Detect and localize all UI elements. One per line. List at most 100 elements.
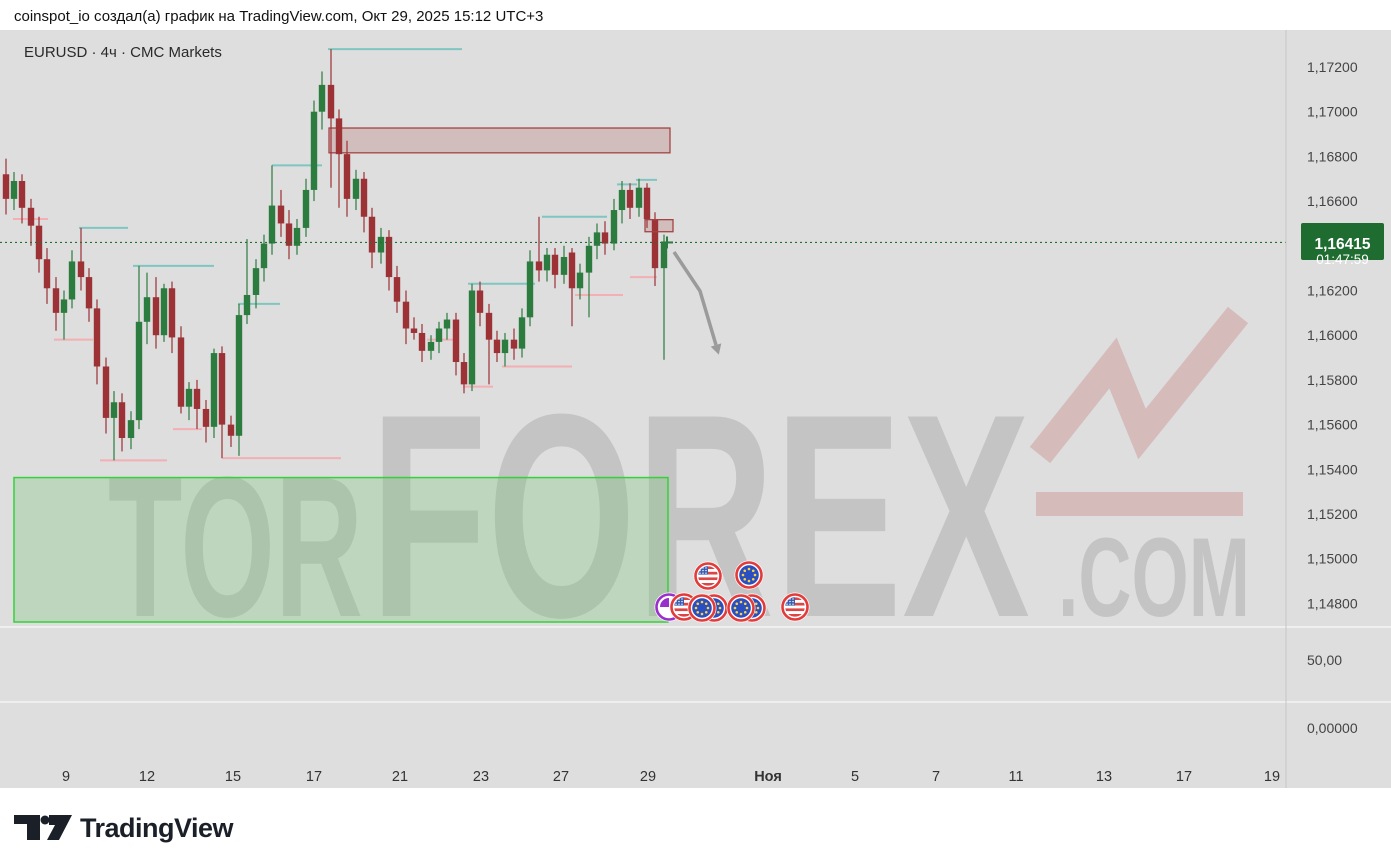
eu-flag-icon[interactable]	[726, 593, 756, 623]
candle	[218, 353, 226, 425]
eu-star	[743, 610, 747, 614]
candle	[302, 189, 310, 228]
price-tick-label: 1,15200	[1307, 506, 1358, 522]
watermark-underline	[1036, 492, 1243, 516]
candle	[601, 232, 609, 244]
candle	[368, 216, 376, 253]
candle	[635, 187, 643, 208]
bar-countdown-label: 01:47:59	[1316, 252, 1369, 267]
candle	[460, 362, 468, 385]
footer: TradingView	[0, 788, 1391, 868]
price-tick-label: 1,15400	[1307, 461, 1358, 477]
candle	[327, 84, 335, 119]
current-price-label: 1,16415	[1314, 236, 1370, 253]
price-tick-label: 1,15800	[1307, 372, 1358, 388]
candle	[643, 187, 651, 219]
eu-star	[751, 569, 755, 573]
candle	[143, 297, 151, 322]
candle	[418, 332, 426, 351]
eu-star	[741, 573, 745, 577]
supply-zone[interactable]	[328, 127, 671, 154]
candle	[576, 272, 584, 289]
tradingview-logo-icon[interactable]	[14, 813, 76, 843]
price-tick-label: 1,16800	[1307, 148, 1358, 164]
time-tick-label: 19	[1264, 769, 1280, 785]
eu-star	[735, 602, 739, 606]
eu-star	[747, 567, 751, 571]
candle	[427, 341, 435, 351]
time-tick-label: 9	[62, 769, 70, 785]
candle	[585, 245, 593, 273]
demand-zone[interactable]	[13, 476, 669, 623]
candle	[560, 256, 568, 275]
time-tick-label: Ноя	[754, 769, 782, 785]
candle	[610, 210, 618, 244]
candle	[443, 319, 451, 329]
watermark-text: FOREX	[370, 354, 1031, 678]
candle	[543, 254, 551, 271]
candle	[518, 317, 526, 349]
candle	[52, 288, 60, 313]
candle	[202, 408, 210, 427]
us-flag-icon[interactable]	[780, 592, 810, 622]
time-tick-label: 11	[1008, 769, 1023, 785]
candle	[618, 189, 626, 211]
eu-star	[694, 606, 698, 610]
current-price-badge	[1301, 222, 1384, 260]
candle	[377, 236, 385, 253]
eu-star	[754, 602, 758, 606]
projection-arrow[interactable]	[672, 251, 718, 346]
candle	[193, 388, 201, 409]
tradingview-logo-text[interactable]: TradingView	[80, 813, 234, 843]
time-tick-label: 23	[473, 769, 489, 785]
eu-star	[756, 606, 760, 610]
supply-zone-minor[interactable]	[644, 219, 674, 233]
candle	[252, 268, 260, 295]
candle	[310, 111, 318, 190]
candle	[535, 261, 543, 271]
eu-star	[747, 579, 751, 583]
time-tick-label: 12	[139, 769, 155, 785]
candle	[660, 242, 668, 269]
eu-flag-icon[interactable]	[734, 560, 764, 590]
candle	[77, 261, 85, 278]
candle	[85, 277, 93, 309]
candle	[110, 402, 118, 418]
candle	[501, 339, 509, 354]
symbol-title: EURUSD · 4ч · CMC Markets	[24, 44, 222, 61]
us-flag-icon-part	[674, 597, 694, 617]
indicator-axis-label: 0,00000	[1307, 720, 1358, 736]
eu-star	[716, 602, 720, 606]
candle	[285, 223, 293, 246]
eu-star	[735, 610, 739, 614]
price-tick-label: 1,16600	[1307, 193, 1358, 209]
candle	[160, 288, 168, 336]
candle	[468, 290, 476, 385]
time-tick-label: 5	[851, 769, 859, 785]
eu-star	[754, 610, 758, 614]
candle	[127, 420, 135, 439]
candle	[177, 337, 185, 407]
candlestick-chart[interactable]: TORFOREX.COM50,000,000001,172001,170001,…	[0, 30, 1391, 788]
eu-star	[704, 602, 708, 606]
candle	[210, 353, 218, 427]
eu-star	[733, 606, 737, 610]
eu-star	[739, 600, 743, 604]
candle	[293, 227, 301, 246]
us-flag-icon-part	[698, 566, 718, 586]
candle	[493, 339, 501, 354]
price-tick-label: 1,14800	[1307, 595, 1358, 611]
eu-star	[743, 569, 747, 573]
eu-star	[700, 612, 704, 616]
chart-area[interactable]: EURUSD · 4ч · CMC Markets TORFOREX.COM50…	[0, 30, 1391, 788]
candle	[260, 243, 268, 269]
eu-flag-icon[interactable]	[687, 593, 717, 623]
candle	[93, 308, 101, 367]
time-tick-label: 15	[225, 769, 241, 785]
candle	[360, 178, 368, 217]
candle	[343, 154, 351, 199]
candle	[485, 312, 493, 340]
us-flag-icon[interactable]	[693, 561, 723, 591]
candle	[135, 321, 143, 421]
